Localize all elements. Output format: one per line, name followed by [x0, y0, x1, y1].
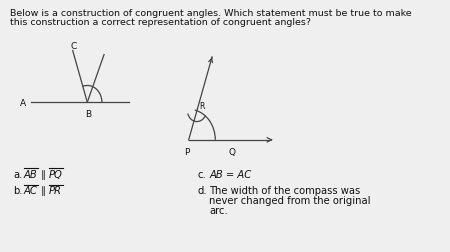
- Text: AC: AC: [24, 186, 38, 196]
- Text: Below is a construction of congruent angles. Which statement must be true to mak: Below is a construction of congruent ang…: [10, 9, 412, 18]
- Text: R: R: [199, 101, 205, 110]
- Text: AB = AC: AB = AC: [209, 169, 252, 179]
- Text: PR: PR: [49, 186, 62, 196]
- Text: PQ: PQ: [49, 169, 63, 179]
- Text: b.: b.: [14, 186, 23, 196]
- Text: P: P: [184, 147, 189, 156]
- Text: C: C: [71, 41, 77, 50]
- Text: ∥: ∥: [41, 186, 46, 196]
- Text: The width of the compass was: The width of the compass was: [209, 186, 360, 196]
- Text: ∥: ∥: [41, 169, 46, 179]
- Text: A: A: [20, 98, 26, 107]
- Text: Q: Q: [229, 147, 236, 156]
- Text: a.: a.: [14, 169, 23, 179]
- Text: this construction a correct representation of congruent angles?: this construction a correct representati…: [10, 18, 311, 27]
- Text: B: B: [85, 110, 91, 119]
- Text: arc.: arc.: [209, 205, 228, 215]
- Text: c.: c.: [197, 169, 206, 179]
- Text: AB: AB: [24, 169, 37, 179]
- Text: never changed from the original: never changed from the original: [209, 196, 371, 205]
- Text: d.: d.: [197, 186, 207, 196]
